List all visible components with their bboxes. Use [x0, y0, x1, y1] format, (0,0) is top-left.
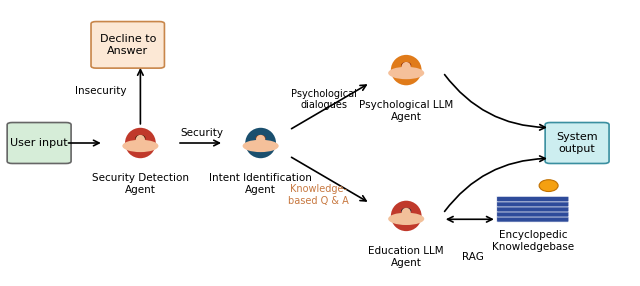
- Ellipse shape: [122, 140, 159, 152]
- Ellipse shape: [539, 180, 558, 192]
- Text: Security Detection
Agent: Security Detection Agent: [92, 173, 189, 195]
- Ellipse shape: [388, 67, 424, 79]
- FancyBboxPatch shape: [91, 21, 164, 68]
- FancyBboxPatch shape: [497, 201, 569, 207]
- Ellipse shape: [244, 127, 277, 159]
- Ellipse shape: [135, 135, 145, 141]
- Ellipse shape: [124, 127, 157, 159]
- Ellipse shape: [136, 135, 145, 144]
- Ellipse shape: [401, 62, 412, 68]
- Ellipse shape: [256, 135, 265, 144]
- Text: Psychological LLM
Agent: Psychological LLM Agent: [359, 100, 453, 122]
- Text: RAG: RAG: [461, 252, 484, 262]
- Text: Psychological
dialogues: Psychological dialogues: [291, 89, 357, 110]
- Ellipse shape: [390, 54, 422, 86]
- FancyBboxPatch shape: [497, 206, 569, 212]
- Text: System
output: System output: [556, 132, 598, 154]
- Text: Knowledge-
based Q & A: Knowledge- based Q & A: [288, 184, 349, 206]
- Text: Insecurity: Insecurity: [75, 86, 126, 96]
- Text: Intent Identification
Agent: Intent Identification Agent: [209, 173, 312, 195]
- FancyBboxPatch shape: [497, 211, 569, 217]
- Text: Education LLM
Agent: Education LLM Agent: [369, 246, 444, 268]
- Ellipse shape: [390, 200, 422, 232]
- FancyBboxPatch shape: [545, 122, 609, 164]
- FancyBboxPatch shape: [497, 217, 569, 222]
- FancyBboxPatch shape: [7, 122, 71, 164]
- Text: User input: User input: [10, 138, 68, 148]
- Ellipse shape: [243, 140, 278, 152]
- Text: Security: Security: [180, 128, 223, 138]
- FancyBboxPatch shape: [497, 196, 569, 202]
- Text: Decline to
Answer: Decline to Answer: [100, 34, 156, 56]
- Ellipse shape: [402, 62, 411, 71]
- Ellipse shape: [255, 135, 266, 141]
- Text: Encyclopedic
Knowledgebase: Encyclopedic Knowledgebase: [492, 230, 574, 252]
- Ellipse shape: [401, 208, 412, 214]
- Ellipse shape: [388, 213, 424, 225]
- Ellipse shape: [402, 208, 411, 217]
